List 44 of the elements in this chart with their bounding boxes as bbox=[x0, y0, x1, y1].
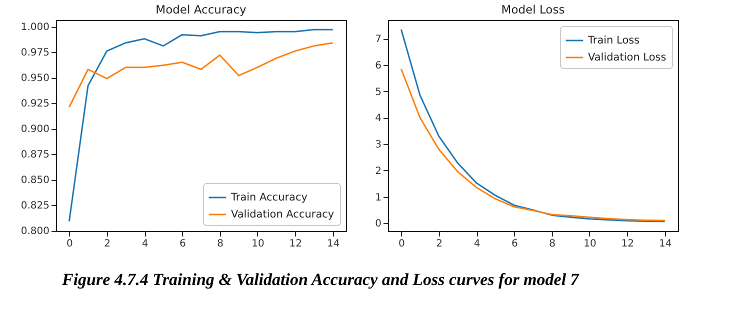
x-tick-label: 12 bbox=[289, 238, 302, 250]
y-tick-label: 0 bbox=[375, 218, 382, 230]
line-series bbox=[68, 42, 334, 108]
y-tick-label: 0.900 bbox=[20, 124, 50, 136]
x-tick-label: 8 bbox=[217, 238, 224, 250]
x-tick-label: 10 bbox=[252, 238, 264, 250]
y-tick-label: 1 bbox=[375, 192, 382, 204]
line-series bbox=[68, 28, 334, 222]
y-tick-label: 0.800 bbox=[20, 226, 50, 238]
x-tick-label: 10 bbox=[584, 238, 596, 250]
x-tick-label: 14 bbox=[658, 238, 672, 250]
y-tick-label: 1.000 bbox=[20, 22, 50, 34]
y-tick-label: 0.975 bbox=[20, 48, 50, 59]
x-tick-label: 4 bbox=[142, 238, 148, 250]
chart-title: Model Accuracy bbox=[156, 2, 247, 16]
y-tick-label: 4 bbox=[375, 113, 382, 124]
x-tick-label: 0 bbox=[398, 238, 405, 250]
x-tick-label: 8 bbox=[549, 238, 556, 250]
y-tick-label: 0.925 bbox=[20, 98, 50, 110]
y-tick-label: 5 bbox=[375, 86, 382, 98]
x-tick-label: 6 bbox=[511, 238, 518, 250]
y-tick-label: 3 bbox=[375, 140, 382, 151]
y-tick-label: 0.825 bbox=[20, 200, 50, 212]
legend-label: Validation Accuracy bbox=[231, 208, 334, 220]
x-tick-label: 0 bbox=[66, 238, 73, 250]
y-tick-label: 7 bbox=[375, 34, 382, 46]
legend-label: Validation Loss bbox=[588, 52, 666, 64]
x-tick-label: 6 bbox=[179, 238, 186, 250]
x-tick-label: 14 bbox=[326, 238, 340, 250]
line-series bbox=[400, 28, 666, 222]
y-tick-label: 0.875 bbox=[20, 150, 50, 161]
legend-label: Train Accuracy bbox=[230, 192, 308, 204]
line-series bbox=[400, 68, 666, 222]
legend-label: Train Loss bbox=[587, 34, 640, 46]
chart-title: Model Loss bbox=[501, 2, 565, 16]
x-tick-label: 2 bbox=[436, 238, 443, 250]
x-tick-label: 2 bbox=[104, 238, 111, 250]
caption: Figure 4.7.4 Training & Validation Accuracy and Loss curves for model 7 bbox=[61, 270, 580, 290]
x-tick-label: 4 bbox=[474, 238, 480, 250]
x-tick-label: 12 bbox=[621, 238, 634, 250]
y-tick-label: 6 bbox=[375, 60, 382, 72]
y-tick-label: 0.950 bbox=[20, 73, 50, 84]
y-tick-label: 2 bbox=[375, 166, 382, 177]
y-tick-label: 0.850 bbox=[20, 175, 50, 186]
